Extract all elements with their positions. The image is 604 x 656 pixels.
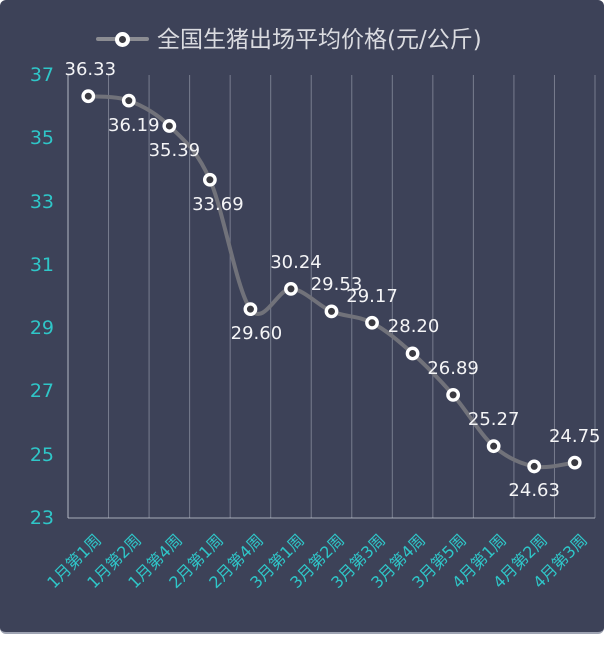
y-axis-tick-label: 27 <box>29 380 54 403</box>
data-point-label: 35.39 <box>148 139 201 161</box>
y-axis-tick-label: 35 <box>29 127 54 150</box>
data-point-marker[interactable] <box>202 172 217 187</box>
data-point-label: 33.69 <box>192 193 244 215</box>
y-axis-tick-label: 23 <box>29 507 54 529</box>
data-point-marker[interactable] <box>324 304 339 319</box>
y-axis-tick-label: 37 <box>29 64 54 86</box>
data-point-label: 24.75 <box>548 425 601 447</box>
y-axis-tick-label: 33 <box>29 190 54 213</box>
data-point-label: 25.27 <box>467 409 520 431</box>
data-point-label: 30.24 <box>270 251 322 273</box>
chart-canvas: 全国生猪出场平均价格(元/公斤) 37 35 33 31 29 27 25 23 1月第1周 1… <box>0 0 604 634</box>
data-point-marker[interactable] <box>567 455 582 470</box>
legend-circle-icon <box>115 32 130 47</box>
y-axis-tick-label: 25 <box>29 443 54 466</box>
data-point-label: 29.60 <box>230 323 283 345</box>
legend-label: 全国生猪出场平均价格(元/公斤) <box>157 27 482 53</box>
data-point-label: 36.33 <box>64 59 117 81</box>
data-point-marker[interactable] <box>365 315 379 330</box>
data-point-marker[interactable] <box>446 388 461 402</box>
data-point-marker[interactable] <box>121 93 136 108</box>
y-axis-tick-label: 29 <box>29 317 54 340</box>
data-point-marker[interactable] <box>162 119 177 133</box>
data-point-marker[interactable] <box>284 282 298 296</box>
data-point-label: 26.89 <box>427 357 479 379</box>
data-point-label: 28.20 <box>387 316 440 338</box>
data-point-label: 24.63 <box>508 480 560 502</box>
plot-area <box>67 75 596 519</box>
data-point-label: 36.19 <box>108 114 160 136</box>
data-point-label: 29.53 <box>310 274 363 296</box>
data-point-marker[interactable] <box>486 439 501 454</box>
data-point-label: 29.17 <box>346 285 398 307</box>
data-point-marker[interactable] <box>527 459 542 474</box>
y-axis-tick-label: 31 <box>29 253 54 276</box>
data-point-marker[interactable] <box>81 89 96 104</box>
data-point-marker[interactable] <box>405 346 420 361</box>
data-point-marker[interactable] <box>243 302 258 317</box>
